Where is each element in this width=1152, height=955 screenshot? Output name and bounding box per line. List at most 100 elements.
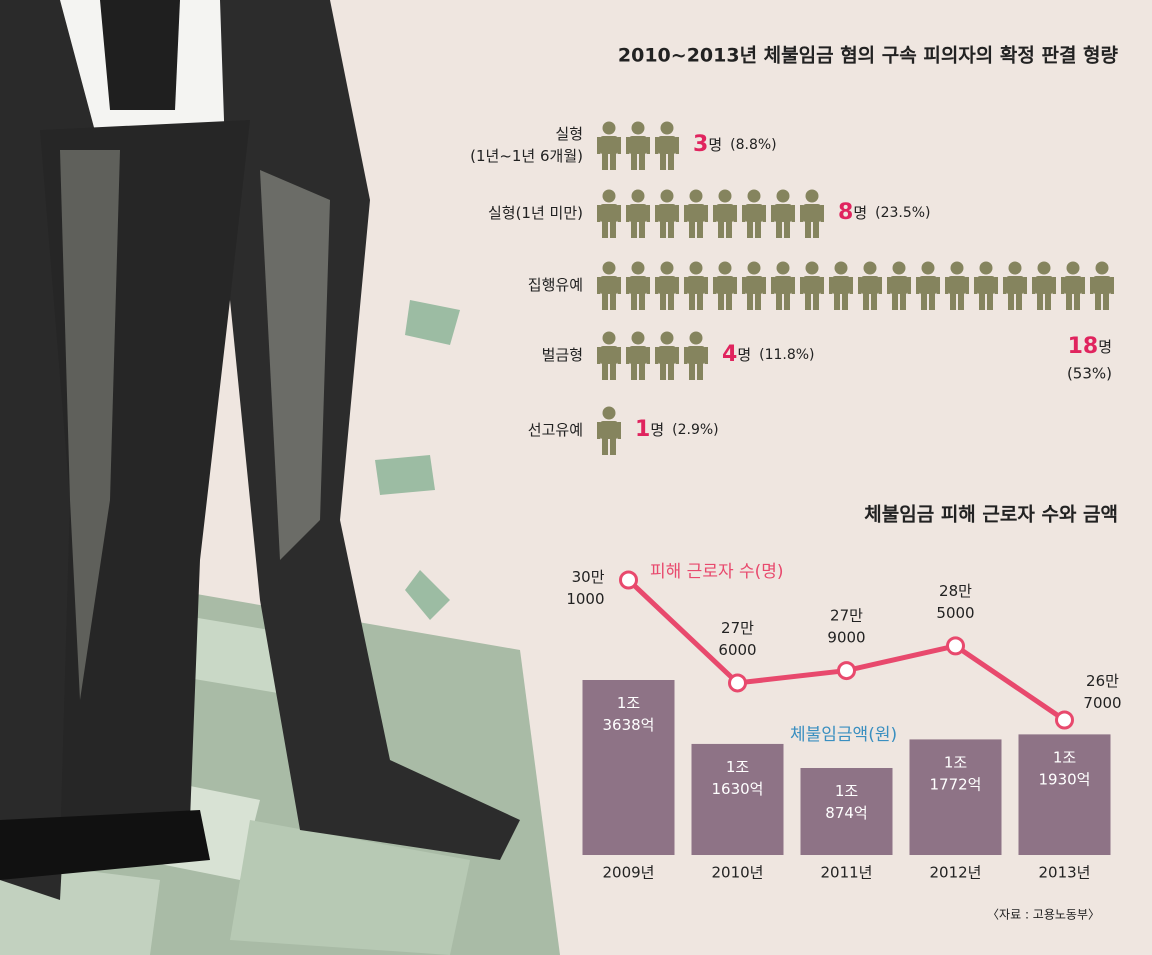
icon-arm <box>1053 277 1057 294</box>
chart-title: 체불임금 피해 근로자 수와 금액 <box>864 504 1118 526</box>
icon-arm <box>597 422 601 439</box>
icon-arm <box>647 347 651 364</box>
icon-leg <box>726 293 732 310</box>
icon-body <box>658 204 676 222</box>
icon-leg <box>784 293 790 310</box>
icon-leg <box>639 293 645 310</box>
icon-body <box>1006 276 1024 294</box>
icon-leg <box>610 363 616 380</box>
icon-arm <box>792 277 796 294</box>
icon-leg <box>689 363 695 380</box>
icon-leg <box>718 293 724 310</box>
icon-arm <box>684 277 688 294</box>
icon-arm <box>821 277 825 294</box>
value-unit: 명 <box>853 204 867 222</box>
icon-body <box>658 346 676 364</box>
icon-leg <box>842 293 848 310</box>
icon-leg <box>610 153 616 170</box>
value-unit: 명 <box>708 136 722 154</box>
icon-arm <box>1061 277 1065 294</box>
icon-arm <box>800 277 804 294</box>
icon-leg <box>726 221 732 238</box>
share-label: (2.9%) <box>672 422 719 438</box>
value-label: 18명 <box>1068 334 1112 359</box>
icon-head <box>661 262 674 275</box>
icon-head <box>893 262 906 275</box>
icon-body <box>1093 276 1111 294</box>
icon-body <box>687 346 705 364</box>
icon-arm <box>713 205 717 222</box>
icon-leg <box>660 221 666 238</box>
icon-leg <box>747 221 753 238</box>
icon-head <box>603 407 616 420</box>
category-label: 선고유예 <box>528 421 583 439</box>
icon-arm <box>626 205 630 222</box>
icon-arm <box>597 205 601 222</box>
icon-arm <box>742 277 746 294</box>
icon-arm <box>655 137 659 154</box>
value-unit: 명 <box>737 346 751 364</box>
icon-arm <box>655 205 659 222</box>
source: 〈자료 : 고용노동부〉 <box>987 908 1100 922</box>
icon-head <box>603 262 616 275</box>
icon-leg <box>660 293 666 310</box>
icon-arm <box>655 277 659 294</box>
icon-leg <box>987 293 993 310</box>
icon-head <box>980 262 993 275</box>
share-label: (23.5%) <box>875 205 930 221</box>
icon-leg <box>979 293 985 310</box>
icon-leg <box>776 293 782 310</box>
icon-leg <box>631 293 637 310</box>
icon-arm <box>713 277 717 294</box>
icon-leg <box>929 293 935 310</box>
icon-arm <box>1111 277 1115 294</box>
icon-body <box>629 276 647 294</box>
icon-arm <box>647 205 651 222</box>
line-point <box>621 572 637 588</box>
icon-arm <box>850 277 854 294</box>
icon-body <box>948 276 966 294</box>
icon-leg <box>602 293 608 310</box>
icon-arm <box>626 277 630 294</box>
icon-arm <box>597 277 601 294</box>
icon-leg <box>689 221 695 238</box>
line-point <box>948 638 964 654</box>
infographic: 2010~2013년 체불임금 혐의 구속 피의자의 확정 판결 형량 체불임금… <box>0 0 1152 955</box>
icon-arm <box>995 277 999 294</box>
icon-leg <box>747 293 753 310</box>
icon-head <box>1067 262 1080 275</box>
icon-arm <box>821 205 825 222</box>
icon-head <box>719 190 732 203</box>
icon-body <box>716 204 734 222</box>
icon-arm <box>684 347 688 364</box>
category-label: 벌금형 <box>542 346 583 364</box>
icon-leg <box>668 293 674 310</box>
icon-arm <box>618 422 622 439</box>
icon-body <box>861 276 879 294</box>
icon-leg <box>668 153 674 170</box>
icon-leg <box>668 221 674 238</box>
icon-arm <box>1024 277 1028 294</box>
icon-arm <box>966 277 970 294</box>
value-number: 8 <box>838 200 853 225</box>
icon-leg <box>1066 293 1072 310</box>
x-tick-label: 2009년 <box>603 864 655 882</box>
icon-body <box>832 276 850 294</box>
icon-leg <box>689 293 695 310</box>
icon-leg <box>892 293 898 310</box>
icon-arm <box>763 205 767 222</box>
x-tick-label: 2010년 <box>712 864 764 882</box>
value-unit: 명 <box>650 421 664 439</box>
icon-leg <box>834 293 840 310</box>
value-number: 18 <box>1068 334 1099 359</box>
icon-head <box>806 262 819 275</box>
icon-head <box>806 190 819 203</box>
icon-leg <box>697 363 703 380</box>
line-point <box>1057 712 1073 728</box>
icon-leg <box>950 293 956 310</box>
icon-arm <box>734 277 738 294</box>
icon-arm <box>597 347 601 364</box>
icon-body <box>745 204 763 222</box>
icon-arm <box>763 277 767 294</box>
icon-arm <box>974 277 978 294</box>
